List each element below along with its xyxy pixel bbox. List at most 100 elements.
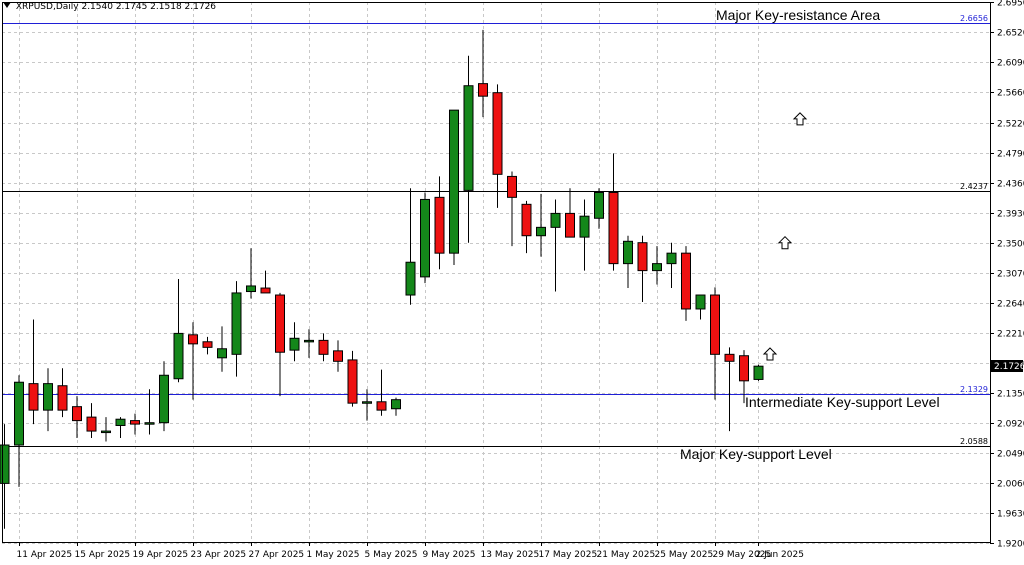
candle-body-bear: [492, 92, 503, 175]
x-tick-label: 21 May 2025: [597, 550, 656, 560]
candle[interactable]: [144, 389, 155, 435]
candle[interactable]: [753, 364, 764, 381]
candle[interactable]: [550, 199, 561, 292]
candle[interactable]: [666, 242, 677, 289]
candle[interactable]: [304, 329, 314, 358]
candle[interactable]: [608, 153, 619, 271]
candle[interactable]: [565, 188, 575, 238]
candle[interactable]: [86, 403, 97, 439]
candle[interactable]: [710, 287, 720, 400]
candle[interactable]: [594, 188, 604, 229]
candle-body-bull: [217, 348, 227, 359]
y-tick-label: 2.6090: [997, 59, 1024, 69]
candle[interactable]: [478, 29, 488, 118]
candle-body-bull: [14, 381, 24, 446]
x-tick-label: 17 May 2025: [539, 550, 598, 560]
candle-body-bull: [695, 294, 706, 310]
candle[interactable]: [449, 109, 459, 266]
y-tick-label: 2.3500: [997, 240, 1024, 250]
candle-body-bull: [289, 337, 300, 351]
candle[interactable]: [115, 417, 126, 439]
collapse-triangle-icon[interactable]: [3, 2, 11, 8]
candle[interactable]: [463, 55, 474, 243]
candle-body-bear: [724, 353, 735, 362]
candle[interactable]: [318, 333, 329, 362]
candle-body-bear: [478, 83, 488, 97]
y-tick-label: 2.1350: [997, 390, 1024, 400]
up-arrow-icon[interactable]: [777, 235, 793, 250]
y-tick-label: 2.2640: [997, 300, 1024, 310]
y-tick-label: 2.6520: [997, 29, 1024, 39]
candle[interactable]: [536, 193, 546, 257]
candle[interactable]: [391, 397, 401, 416]
level-annotation-major-support: Major Key-support Level: [680, 446, 832, 462]
x-tick-label: 11 Apr 2025: [17, 550, 73, 560]
candle[interactable]: [420, 192, 430, 284]
candle-body-bull: [246, 285, 256, 293]
x-tick-label: 15 Apr 2025: [75, 550, 131, 560]
candle[interactable]: [507, 171, 517, 247]
candle[interactable]: [347, 350, 358, 407]
x-tick-label: 19 Apr 2025: [133, 550, 189, 560]
candle[interactable]: [28, 319, 39, 425]
candle-body-bull: [579, 215, 590, 238]
candle[interactable]: [159, 361, 169, 432]
candle[interactable]: [72, 396, 82, 439]
candle[interactable]: [695, 294, 706, 320]
candle[interactable]: [739, 350, 749, 404]
candle-body-bull: [115, 418, 126, 426]
candle[interactable]: [101, 417, 111, 442]
candle[interactable]: [637, 235, 648, 302]
candle-body-bear: [28, 383, 39, 411]
candle[interactable]: [652, 246, 662, 285]
candle[interactable]: [362, 389, 372, 421]
candle[interactable]: [173, 278, 184, 383]
candle[interactable]: [260, 270, 271, 294]
candle-body-bull: [753, 365, 764, 380]
x-tick-label: 13 May 2025: [481, 550, 540, 560]
candle-body-bear: [637, 242, 648, 272]
candle-body-bear: [608, 191, 619, 265]
candle[interactable]: [57, 368, 68, 418]
x-tick-label: 25 May 2025: [655, 550, 714, 560]
candle[interactable]: [376, 369, 387, 416]
x-tick-label: 27 Apr 2025: [249, 550, 305, 560]
up-arrow-icon[interactable]: [792, 112, 808, 126]
candle-body-bull: [43, 383, 53, 411]
candles: [0, 29, 764, 529]
candle[interactable]: [202, 336, 213, 355]
candle-body-bull: [536, 226, 546, 237]
candle-body-bear: [434, 196, 445, 254]
y-tick-label: 2.3070: [997, 270, 1024, 280]
x-tick-label: 2 Jun 2025: [756, 550, 804, 560]
candle[interactable]: [434, 176, 445, 270]
candle-body-bull: [594, 191, 604, 219]
candle[interactable]: [217, 326, 227, 372]
candle[interactable]: [43, 368, 53, 432]
candle[interactable]: [333, 340, 343, 372]
candle[interactable]: [0, 424, 10, 529]
candle[interactable]: [275, 292, 285, 397]
y-tick-label: 1.9200: [997, 540, 1024, 550]
candle[interactable]: [14, 375, 24, 487]
x-tick-label: 29 May 2025: [713, 550, 772, 560]
level-price-label-major-support: 2.0588: [960, 437, 988, 446]
candle[interactable]: [623, 235, 633, 289]
candle[interactable]: [289, 322, 300, 362]
candle[interactable]: [231, 281, 242, 377]
candle[interactable]: [579, 199, 590, 271]
candle[interactable]: [246, 248, 256, 299]
candle[interactable]: [492, 84, 503, 208]
candle-body-bull: [231, 292, 242, 355]
candle[interactable]: [724, 347, 735, 432]
level-annotation-intermediate-support: Intermediate Key-support Level: [745, 394, 940, 410]
x-tick-label: 9 May 2025: [423, 550, 476, 560]
candle-body-bear: [521, 203, 532, 237]
candle[interactable]: [521, 200, 532, 254]
candle[interactable]: [405, 188, 416, 305]
up-arrow-icon[interactable]: [762, 347, 778, 361]
candle[interactable]: [130, 413, 140, 435]
candle[interactable]: [681, 246, 691, 321]
candle[interactable]: [188, 322, 198, 400]
